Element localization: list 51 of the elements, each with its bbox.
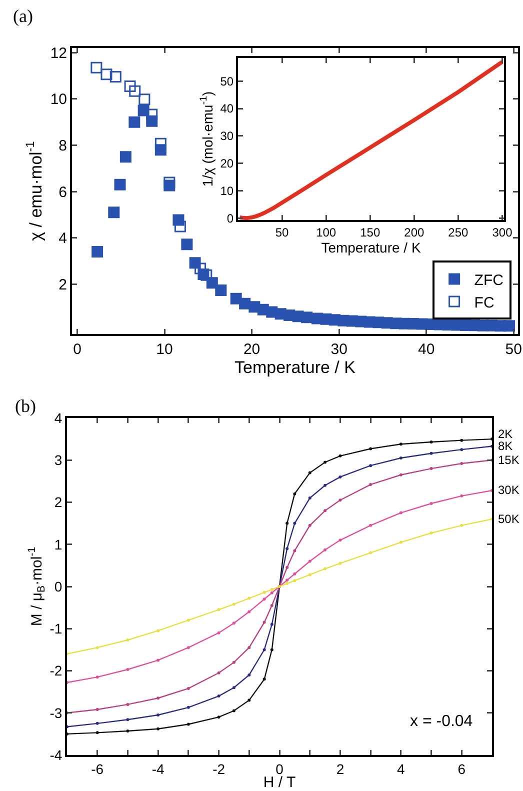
y-tick-label: 0	[226, 212, 234, 226]
x-tick-label: 50	[505, 341, 522, 358]
legend-label: ZFC	[474, 272, 504, 289]
y-tick-label: 50	[220, 74, 234, 88]
x-tick-label: 200	[404, 225, 424, 240]
x-tick-label: 40	[418, 341, 435, 358]
x-tick-label: 100	[316, 225, 336, 240]
series-label: 8K	[498, 439, 513, 453]
series-label: 30K	[498, 483, 520, 497]
x-tick-label: -4	[152, 760, 165, 777]
legend-label: FC	[474, 294, 494, 312]
x-tick-label: 10	[156, 341, 173, 358]
x-tick-label: 300	[492, 225, 513, 240]
y-tick-label: -2	[50, 662, 62, 679]
x-axis-title: Temperature / K	[234, 358, 356, 377]
x-tick-label: 0	[276, 760, 284, 777]
series-label: 2K	[498, 427, 513, 441]
x-tick-label: 150	[360, 225, 380, 240]
text: (b)	[15, 396, 36, 416]
x-tick-label: 2	[336, 760, 344, 777]
y-tick-label: 10	[220, 184, 234, 198]
text: (a)	[13, 6, 33, 26]
series-label: 15K	[498, 453, 520, 467]
y-tick-label: 0	[54, 578, 62, 594]
x-tick-label: 6	[458, 760, 466, 777]
x-tick-label: 20	[243, 341, 260, 358]
y-tick-label: 3	[54, 452, 62, 468]
series-label: 50K	[498, 512, 520, 526]
x-axis-title: Temperature / K	[321, 239, 422, 256]
annotation: x = -0.04	[410, 713, 473, 730]
y-tick-label: 2	[58, 276, 67, 294]
x-tick-label: 0	[73, 341, 82, 358]
y-tick-label: 8	[58, 138, 67, 155]
y-tick-label: 12	[50, 44, 67, 62]
y-tick-label: -3	[50, 704, 62, 721]
y-tick-label: -1	[50, 620, 62, 637]
x-tick-label: 50	[275, 225, 290, 240]
y-tick-label: 10	[50, 91, 67, 108]
x-tick-label: -6	[91, 760, 104, 777]
y-tick-label: 40	[220, 102, 234, 116]
x-axis-title: H / T	[263, 774, 296, 791]
y-tick-label: 2	[54, 494, 62, 510]
y-tick-label: 1	[54, 536, 62, 552]
x-tick-label: 30	[330, 341, 348, 358]
y-tick-label: 30	[220, 129, 234, 144]
y-tick-label: 4	[54, 410, 62, 426]
y-tick-label: 6	[58, 184, 67, 201]
x-tick-label: 4	[397, 760, 406, 777]
y-tick-label: -4	[50, 746, 62, 763]
y-tick-label: 20	[220, 156, 234, 171]
x-tick-label: 250	[448, 225, 469, 240]
